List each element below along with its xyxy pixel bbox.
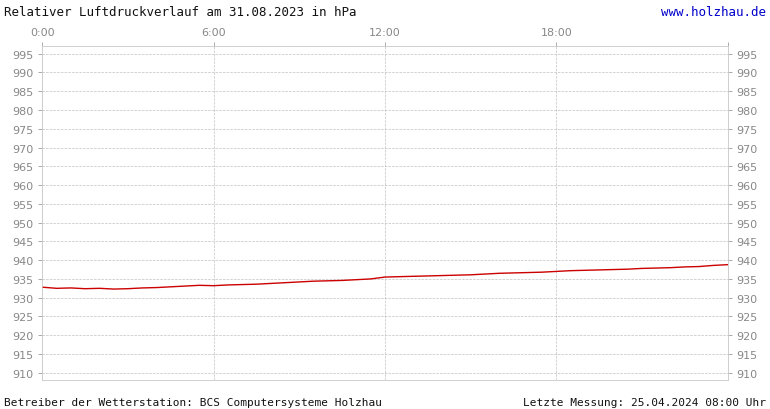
Text: Letzte Messung: 25.04.2024 08:00 Uhr: Letzte Messung: 25.04.2024 08:00 Uhr <box>523 397 766 407</box>
Text: Betreiber der Wetterstation: BCS Computersysteme Holzhau: Betreiber der Wetterstation: BCS Compute… <box>4 397 382 407</box>
Text: www.holzhau.de: www.holzhau.de <box>661 6 766 19</box>
Text: Relativer Luftdruckverlauf am 31.08.2023 in hPa: Relativer Luftdruckverlauf am 31.08.2023… <box>4 6 357 19</box>
